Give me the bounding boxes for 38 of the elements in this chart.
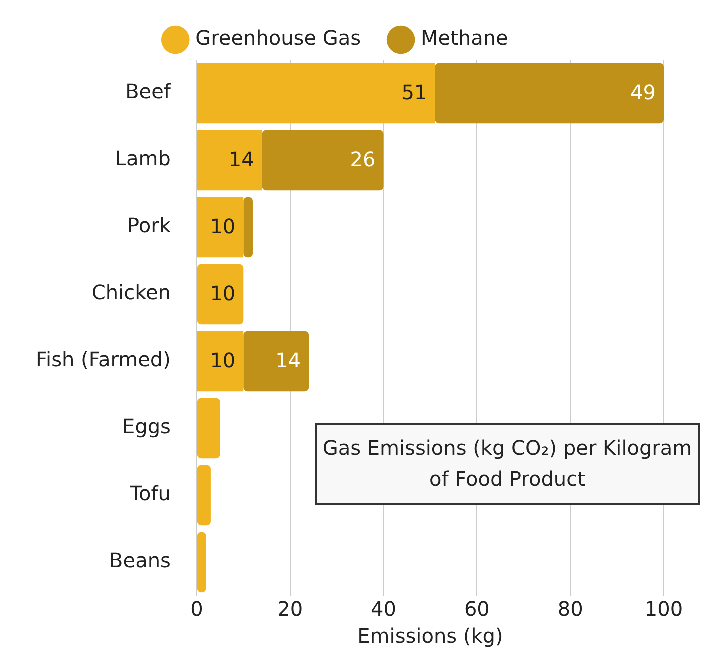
data-label: 49 xyxy=(630,80,656,105)
data-label: 10 xyxy=(210,348,236,373)
bar xyxy=(197,197,244,258)
bar xyxy=(197,264,244,325)
y-tick-label: Tofu xyxy=(129,482,171,506)
y-tick-label: Lamb xyxy=(115,146,171,171)
bar xyxy=(244,331,310,392)
x-tick-label: 80 xyxy=(558,597,584,622)
bar xyxy=(197,465,211,526)
y-tick-label: Eggs xyxy=(122,414,171,439)
bar xyxy=(244,197,253,258)
text: Gas Emissions (kg CO₂) per Kilogram of Food Product xyxy=(315,423,700,505)
x-tick-label: 20 xyxy=(278,597,304,622)
data-label: 14 xyxy=(228,148,254,172)
y-tick-label: Fish (Farmed) xyxy=(36,348,171,372)
bar xyxy=(197,532,206,593)
data-label: 10 xyxy=(210,282,236,306)
y-tick-label: Beans xyxy=(110,548,171,573)
data-label: 51 xyxy=(402,80,428,105)
x-tick-label: 0 xyxy=(190,597,204,622)
x-tick-label: 100 xyxy=(644,597,684,622)
bar xyxy=(435,63,664,124)
data-label: 26 xyxy=(350,148,376,172)
y-tick-label: Chicken xyxy=(92,280,171,305)
y-tick-label: Pork xyxy=(128,214,172,238)
legend-label: Greenhouse Gas xyxy=(196,26,362,50)
data-label: 14 xyxy=(276,348,302,373)
bar xyxy=(197,63,436,124)
bar xyxy=(262,130,384,191)
legend-label: Methane xyxy=(421,26,508,50)
x-tick-label: 40 xyxy=(371,597,396,622)
data-label: 10 xyxy=(210,214,236,239)
x-tick-label: 60 xyxy=(464,597,490,622)
y-tick-label: Beef xyxy=(126,80,172,104)
bar xyxy=(197,398,220,459)
x-axis-title: Emissions (kg) xyxy=(358,624,504,648)
bar xyxy=(197,130,262,191)
bar xyxy=(197,331,244,392)
